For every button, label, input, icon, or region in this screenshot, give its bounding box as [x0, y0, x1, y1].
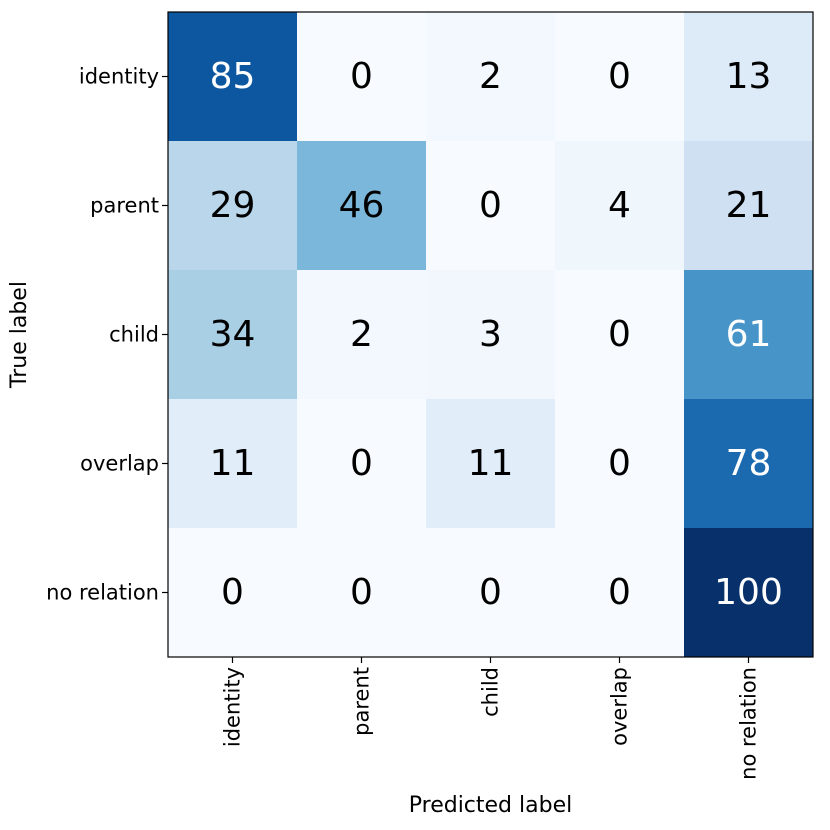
y-tick-label: no relation — [46, 581, 159, 605]
x-tick-label: no relation — [737, 667, 761, 780]
heatmap-cell — [555, 12, 685, 142]
x-tick-label: parent — [350, 667, 374, 736]
y-tick-label: identity — [79, 65, 159, 89]
heatmap-cell-value: 0 — [608, 443, 631, 484]
heatmap-cell-value: 0 — [350, 443, 373, 484]
heatmap-cell — [684, 270, 814, 400]
heatmap-cell-value: 0 — [350, 56, 373, 97]
heatmap-cell — [426, 528, 556, 658]
heatmap-cell-value: 0 — [221, 572, 244, 613]
y-axis-ticks: identity parent child overlap no relation — [46, 65, 168, 605]
heatmap-cell-value: 21 — [726, 185, 772, 226]
heatmap-cell — [684, 141, 814, 271]
y-tick-label: parent — [90, 194, 159, 218]
heatmap-cells — [168, 12, 814, 658]
heatmap-cell — [426, 12, 556, 142]
heatmap-cell-value: 0 — [608, 572, 631, 613]
heatmap-cell-value: 100 — [714, 572, 783, 613]
heatmap-cell-labels: 85 0 2 0 13 29 46 0 4 21 34 2 3 0 61 11 0 11 0 78 0 0 0 0 100 — [210, 56, 783, 613]
x-axis-label: Predicted label — [409, 793, 572, 818]
heatmap-cell-value: 2 — [350, 314, 373, 355]
heatmap-cell-value: 85 — [210, 56, 256, 97]
heatmap-cell-value: 61 — [726, 314, 772, 355]
heatmap-cell-value: 11 — [210, 443, 256, 484]
x-tick-label: identity — [221, 667, 245, 747]
y-tick-label: overlap — [80, 452, 159, 476]
heatmap-cell — [555, 141, 685, 271]
y-axis-label: True label — [7, 281, 32, 389]
heatmap-cell — [168, 528, 298, 658]
heatmap-cell — [297, 528, 427, 658]
y-tick-label: child — [109, 323, 159, 347]
heatmap-cell — [426, 270, 556, 400]
x-tick-label: overlap — [608, 667, 632, 746]
heatmap-cell — [168, 12, 298, 142]
heatmap-cell — [426, 399, 556, 529]
heatmap-cell-value: 46 — [339, 185, 385, 226]
heatmap-cell — [168, 141, 298, 271]
heatmap-cell — [684, 399, 814, 529]
heatmap-cell-value: 34 — [210, 314, 256, 355]
heatmap-cell-value: 0 — [608, 314, 631, 355]
heatmap-cell — [555, 528, 685, 658]
heatmap-cell-value: 4 — [608, 185, 631, 226]
heatmap-cell — [555, 399, 685, 529]
heatmap-cell-value: 29 — [210, 185, 256, 226]
heatmap-cell-value: 13 — [726, 56, 772, 97]
heatmap-cell-value: 11 — [468, 443, 514, 484]
heatmap-cell-value: 0 — [479, 185, 502, 226]
heatmap-cell-value: 2 — [479, 56, 502, 97]
heatmap-cell — [684, 12, 814, 142]
x-axis-ticks: identity parent child overlap no relation — [221, 657, 761, 780]
heatmap-cell-value: 3 — [479, 314, 502, 355]
heatmap-cell — [297, 12, 427, 142]
heatmap-cell — [555, 270, 685, 400]
heatmap-cell-value: 0 — [479, 572, 502, 613]
heatmap-cell — [297, 141, 427, 271]
heatmap-cell — [426, 141, 556, 271]
x-tick-label: child — [479, 667, 503, 717]
heatmap-cell — [168, 399, 298, 529]
heatmap-cell — [684, 528, 814, 658]
heatmap-cell-value: 0 — [350, 572, 373, 613]
heatmap-cell-value: 0 — [608, 56, 631, 97]
heatmap-cell — [297, 399, 427, 529]
heatmap-cell — [168, 270, 298, 400]
heatmap-cell — [297, 270, 427, 400]
heatmap-cell-value: 78 — [726, 443, 772, 484]
